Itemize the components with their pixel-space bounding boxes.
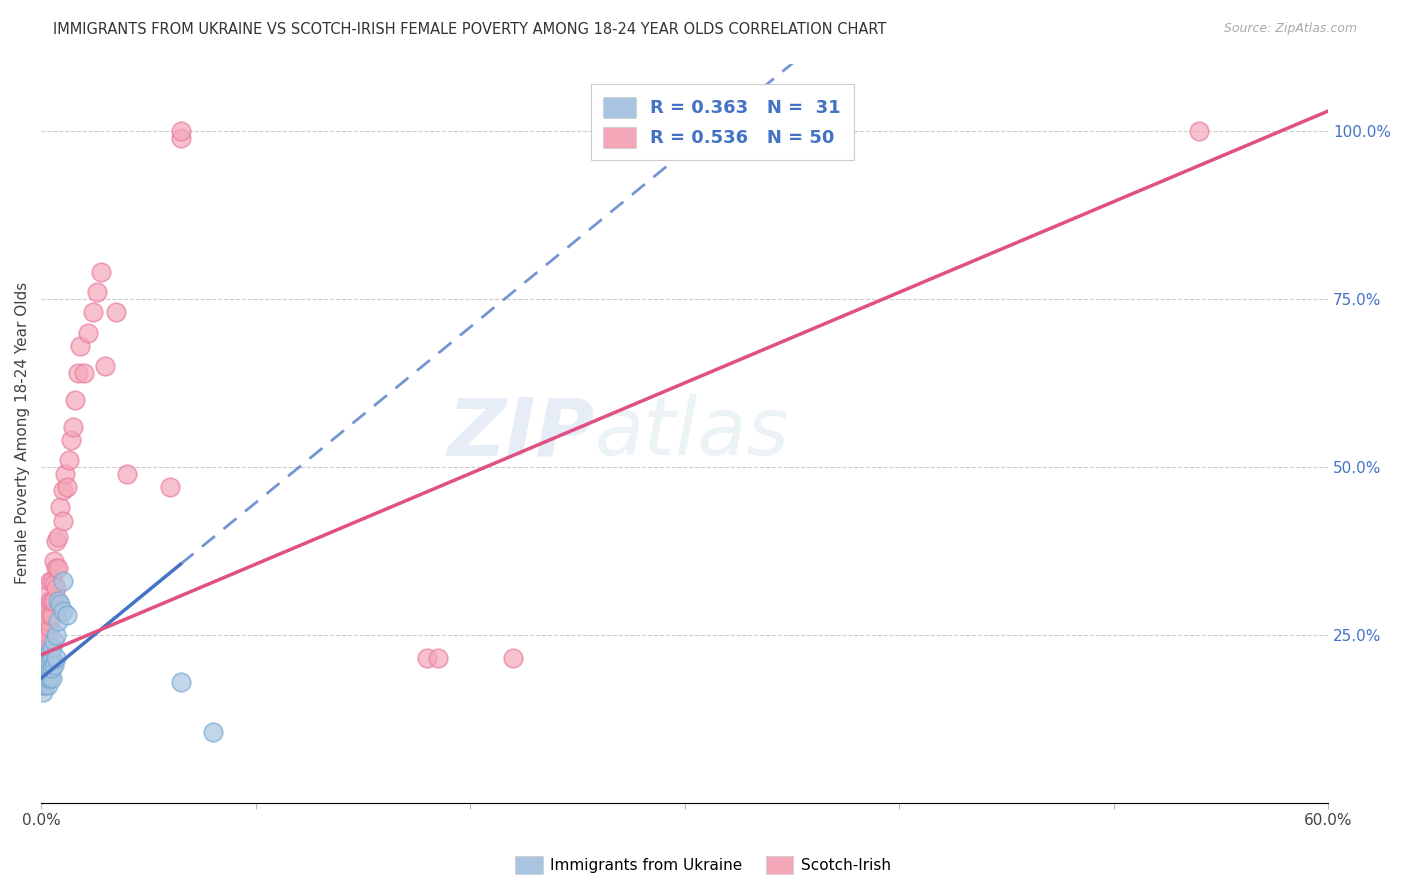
Point — [42, 554, 65, 568]
Point — [37, 678, 59, 692]
Point — [42, 634, 65, 648]
Point — [159, 480, 181, 494]
Point — [45, 533, 67, 548]
Point — [42, 594, 65, 608]
Point — [60, 433, 83, 447]
Point — [82, 305, 104, 319]
Point — [45, 560, 67, 574]
Point — [38, 574, 60, 588]
Point — [169, 124, 191, 138]
Point — [45, 651, 67, 665]
Point — [34, 607, 56, 622]
Point — [32, 678, 55, 692]
Point — [34, 661, 56, 675]
Legend: R = 0.363   N =  31, R = 0.536   N = 50: R = 0.363 N = 31, R = 0.536 N = 50 — [591, 84, 853, 161]
Point — [56, 480, 79, 494]
Point — [56, 607, 79, 622]
Point — [86, 285, 108, 300]
Point — [49, 598, 72, 612]
Point — [90, 265, 112, 279]
Point — [32, 628, 55, 642]
Point — [66, 366, 89, 380]
Point — [38, 621, 60, 635]
Point — [65, 392, 87, 407]
Point — [32, 648, 55, 662]
Point — [169, 674, 191, 689]
Point — [37, 648, 59, 662]
Point — [34, 641, 56, 656]
Point — [201, 725, 224, 739]
Point — [77, 326, 100, 340]
Point — [41, 671, 63, 685]
Point — [46, 530, 69, 544]
Point — [34, 678, 56, 692]
Point — [45, 628, 67, 642]
Point — [42, 577, 65, 591]
Point — [62, 419, 84, 434]
Point — [42, 657, 65, 672]
Point — [38, 594, 60, 608]
Point — [169, 131, 191, 145]
Point — [94, 359, 117, 373]
Point — [1188, 124, 1211, 138]
Point — [38, 671, 60, 685]
Point — [53, 467, 76, 481]
Point — [32, 671, 55, 685]
Point — [46, 614, 69, 628]
Point — [41, 594, 63, 608]
Point — [41, 651, 63, 665]
Text: atlas: atlas — [595, 394, 789, 472]
Point — [69, 339, 91, 353]
Point — [38, 655, 60, 669]
Point — [37, 614, 59, 628]
Point — [37, 671, 59, 685]
Point — [416, 651, 439, 665]
Point — [46, 560, 69, 574]
Point — [51, 514, 73, 528]
Point — [41, 607, 63, 622]
Point — [45, 581, 67, 595]
Point — [37, 661, 59, 675]
Point — [73, 366, 96, 380]
Point — [38, 644, 60, 658]
Legend: Immigrants from Ukraine, Scotch-Irish: Immigrants from Ukraine, Scotch-Irish — [509, 850, 897, 880]
Point — [41, 641, 63, 656]
Point — [37, 600, 59, 615]
Point — [41, 661, 63, 675]
Point — [38, 607, 60, 622]
Point — [38, 661, 60, 675]
Point — [105, 305, 128, 319]
Text: IMMIGRANTS FROM UKRAINE VS SCOTCH-IRISH FEMALE POVERTY AMONG 18-24 YEAR OLDS COR: IMMIGRANTS FROM UKRAINE VS SCOTCH-IRISH … — [53, 22, 887, 37]
Text: Source: ZipAtlas.com: Source: ZipAtlas.com — [1223, 22, 1357, 36]
Point — [37, 628, 59, 642]
Point — [32, 685, 55, 699]
Point — [49, 500, 72, 515]
Point — [34, 671, 56, 685]
Point — [58, 453, 80, 467]
Point — [34, 624, 56, 639]
Point — [51, 483, 73, 498]
Point — [426, 651, 449, 665]
Point — [51, 604, 73, 618]
Point — [51, 574, 73, 588]
Point — [115, 467, 138, 481]
Point — [46, 594, 69, 608]
Point — [502, 651, 524, 665]
Y-axis label: Female Poverty Among 18-24 Year Olds: Female Poverty Among 18-24 Year Olds — [15, 282, 30, 584]
Point — [37, 587, 59, 601]
Point — [34, 651, 56, 665]
Text: ZIP: ZIP — [447, 394, 595, 472]
Point — [41, 574, 63, 588]
